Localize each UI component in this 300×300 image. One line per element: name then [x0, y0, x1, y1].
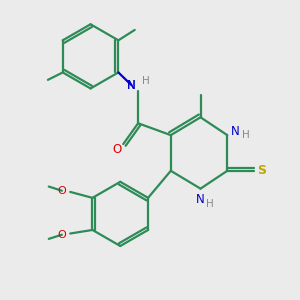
Text: N: N: [196, 194, 205, 206]
Text: H: H: [242, 130, 250, 140]
Text: O: O: [58, 230, 66, 240]
Text: H: H: [142, 76, 149, 86]
Text: N: N: [127, 79, 136, 92]
Text: O: O: [58, 186, 66, 196]
Text: O: O: [112, 143, 121, 156]
Text: N: N: [231, 125, 240, 138]
Text: N: N: [127, 79, 136, 92]
Text: S: S: [257, 164, 266, 177]
Text: H: H: [206, 199, 214, 209]
